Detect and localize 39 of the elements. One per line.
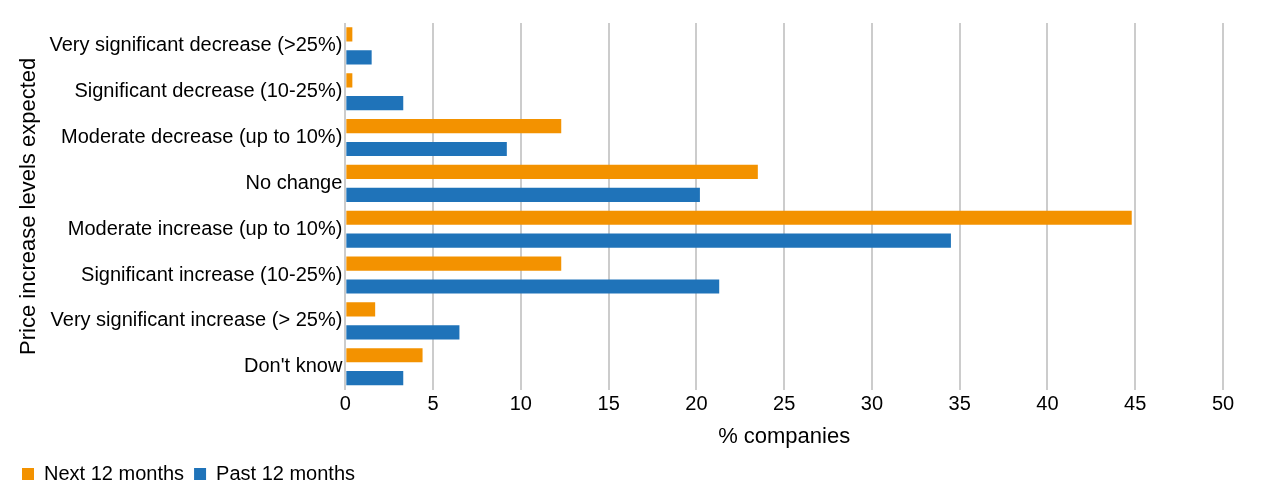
y-tick-label: Moderate increase (up to 10%) — [67, 216, 343, 239]
x-tick-label: 20 — [685, 392, 708, 415]
bar — [346, 325, 460, 340]
y-tick-label: Don't know — [244, 354, 343, 377]
x-tick-label: 15 — [597, 392, 620, 415]
x-tick-label: 5 — [427, 392, 439, 415]
x-tick-label: 25 — [773, 392, 796, 415]
bar — [346, 73, 353, 88]
y-tick-label: No change — [245, 170, 343, 193]
bar — [346, 210, 1132, 225]
bar — [346, 27, 353, 42]
bar — [346, 96, 404, 111]
legend-label: Next 12 months — [44, 461, 185, 484]
y-tick-label: Very significant decrease (>25%) — [49, 33, 343, 56]
x-tick-label: 45 — [1124, 392, 1147, 415]
y-tick-label: Moderate decrease (up to 10%) — [61, 125, 343, 148]
x-tick-label: 35 — [948, 392, 971, 415]
y-axis-title: Price increase levels expected — [15, 57, 41, 355]
bar — [346, 233, 951, 248]
y-tick-label: Very significant increase (> 25%) — [50, 308, 343, 331]
y-tick-label: Significant decrease (10-25%) — [74, 79, 343, 102]
x-tick-label: 40 — [1036, 392, 1059, 415]
x-axis-title: % companies — [718, 422, 851, 448]
x-tick-label: 30 — [860, 392, 884, 415]
x-tick-label: 10 — [509, 392, 532, 415]
bar — [346, 164, 758, 180]
bar — [346, 119, 562, 134]
bar — [346, 256, 562, 271]
bar — [346, 279, 720, 294]
bar — [346, 187, 700, 202]
bar — [346, 348, 423, 363]
bar — [346, 141, 507, 157]
x-tick-label: 50 — [1211, 392, 1235, 415]
bar — [346, 50, 372, 65]
bar — [346, 371, 404, 386]
y-tick-label: Significant increase (10-25%) — [81, 262, 343, 285]
x-tick-label: 0 — [339, 392, 351, 415]
legend-label: Past 12 months — [216, 461, 356, 484]
bar — [346, 302, 376, 317]
